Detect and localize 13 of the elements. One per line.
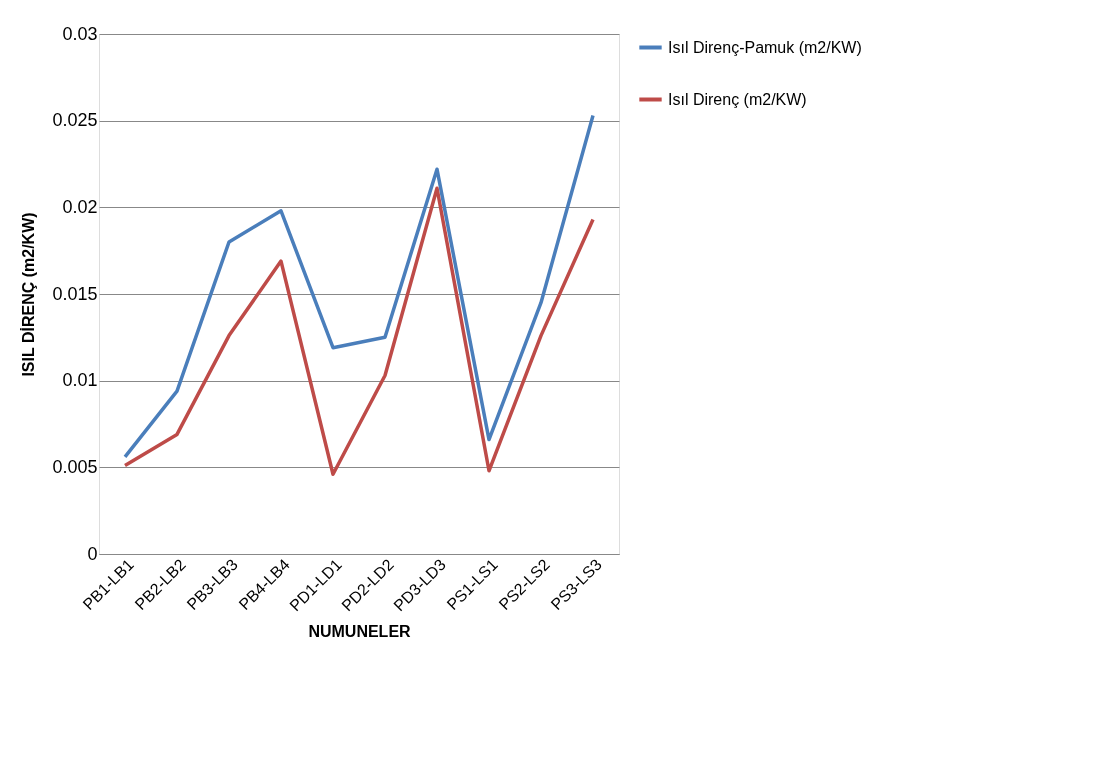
y-tick-label: 0.005 — [52, 456, 98, 477]
y-tick-label: 0.015 — [52, 283, 98, 304]
y-axis-title: ISIL DİRENÇ (m2/KW) — [20, 212, 38, 377]
x-axis-title: NUMUNELER — [308, 623, 412, 641]
legend-label: Isıl Direnç-Pamuk (m2/KW) — [668, 38, 862, 56]
y-tick-label: 0 — [87, 543, 98, 564]
line-series — [123, 186, 595, 477]
y-tick-label: 0.02 — [62, 196, 98, 217]
legend-label: Isıl Direnç (m2/KW) — [668, 90, 807, 108]
y-tick-label: 0.03 — [62, 23, 98, 44]
y-tick-label: 0.01 — [62, 370, 98, 391]
line-series — [123, 113, 595, 459]
y-tick-label: 0.025 — [52, 110, 98, 131]
